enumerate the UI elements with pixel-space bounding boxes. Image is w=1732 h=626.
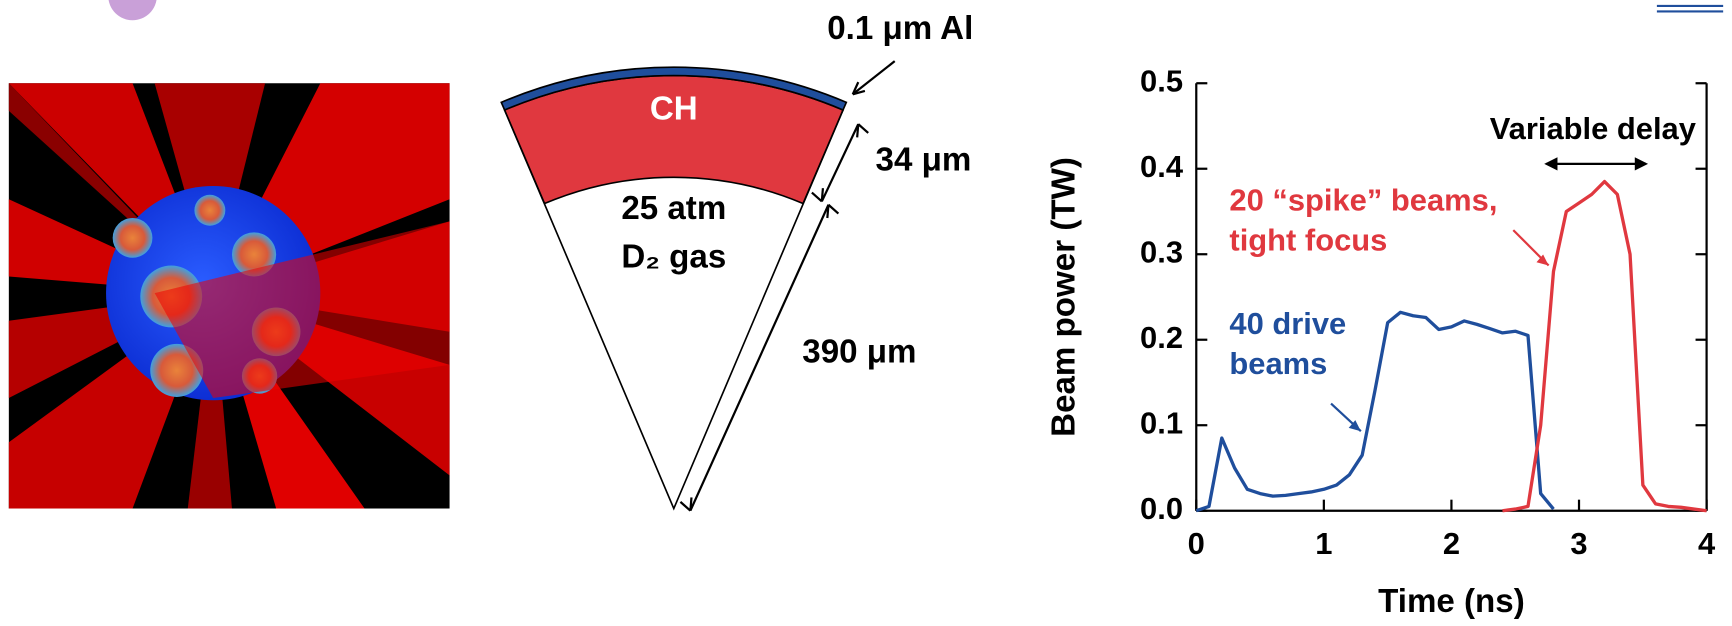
- dimension-label: 34 μm: [876, 141, 972, 178]
- series-label: 40 drive beams: [1229, 306, 1346, 381]
- chart: 0.0 0.1 0.2 0.3 0.4 0.5 0 1 2 3 4 Time (ns) Beam pow…: [1046, 63, 1716, 620]
- y-tick-label: 0.5: [1140, 63, 1183, 98]
- pointer-head: [1536, 254, 1549, 266]
- logo-fragment: [1656, 4, 1724, 13]
- y-tick-label: 0.4: [1140, 149, 1184, 184]
- layer-label: 0.1 μm Al: [827, 10, 973, 47]
- series-line: [1502, 179, 1707, 513]
- render-image: [8, 83, 450, 509]
- y-tick-label: 0.1: [1140, 405, 1183, 440]
- x-tick-label: 3: [1570, 526, 1587, 561]
- pointer-head: [1348, 420, 1361, 432]
- y-tick-label: 0.3: [1140, 234, 1183, 269]
- dimension-label: 390 μm: [802, 334, 916, 371]
- y-tick-label: 0.0: [1140, 491, 1183, 526]
- x-tick-label: 2: [1443, 526, 1460, 561]
- gas-label: D₂ gas: [621, 239, 726, 276]
- series-line: [1195, 310, 1555, 513]
- y-axis-label: Beam power (TW): [1046, 157, 1083, 437]
- y-tick-label: 0.2: [1140, 320, 1183, 355]
- x-tick-label: 0: [1188, 526, 1205, 561]
- x-tick-label: 1: [1315, 526, 1332, 561]
- layer-label: CH: [650, 91, 698, 128]
- x-tick-label: 4: [1698, 526, 1716, 561]
- logo-fragment: [108, 0, 157, 21]
- annotation: Variable delay: [1490, 111, 1697, 146]
- gas-label: 25 atm: [621, 190, 726, 227]
- series-label: 20 “spike” beams, tight focus: [1229, 183, 1497, 258]
- x-axis-label: Time (ns): [1378, 583, 1525, 620]
- target-diagram: 0.1 μm Al CH 34 μm 25 atm D₂ gas 390 μm: [500, 10, 973, 512]
